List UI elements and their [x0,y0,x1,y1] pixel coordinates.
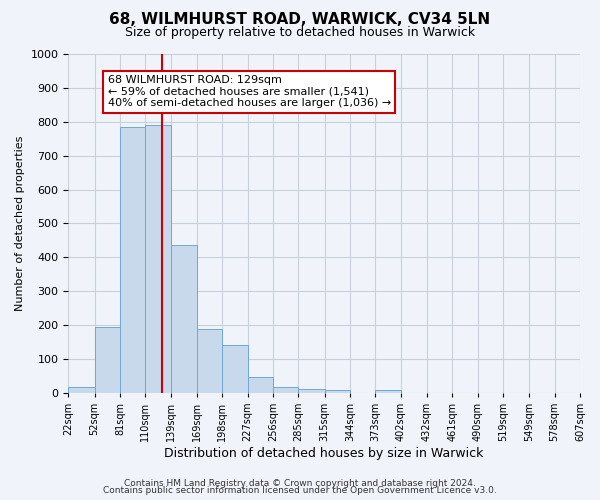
Bar [298,389,325,393]
Bar [325,390,350,393]
Y-axis label: Number of detached properties: Number of detached properties [15,136,25,311]
X-axis label: Distribution of detached houses by size in Warwick: Distribution of detached houses by size … [164,447,484,460]
Text: Contains HM Land Registry data © Crown copyright and database right 2024.: Contains HM Land Registry data © Crown c… [124,478,476,488]
Text: 68, WILMHURST ROAD, WARWICK, CV34 5LN: 68, WILMHURST ROAD, WARWICK, CV34 5LN [109,12,491,28]
Bar [120,127,145,393]
Bar [197,328,222,393]
Bar [248,376,273,393]
Text: 68 WILMHURST ROAD: 129sqm
← 59% of detached houses are smaller (1,541)
40% of se: 68 WILMHURST ROAD: 129sqm ← 59% of detac… [107,75,391,108]
Bar [145,125,170,393]
Bar [68,387,95,393]
Bar [95,327,120,393]
Text: Contains public sector information licensed under the Open Government Licence v3: Contains public sector information licen… [103,486,497,495]
Bar [273,387,298,393]
Bar [170,246,197,393]
Text: Size of property relative to detached houses in Warwick: Size of property relative to detached ho… [125,26,475,39]
Bar [222,346,248,393]
Bar [376,390,401,393]
